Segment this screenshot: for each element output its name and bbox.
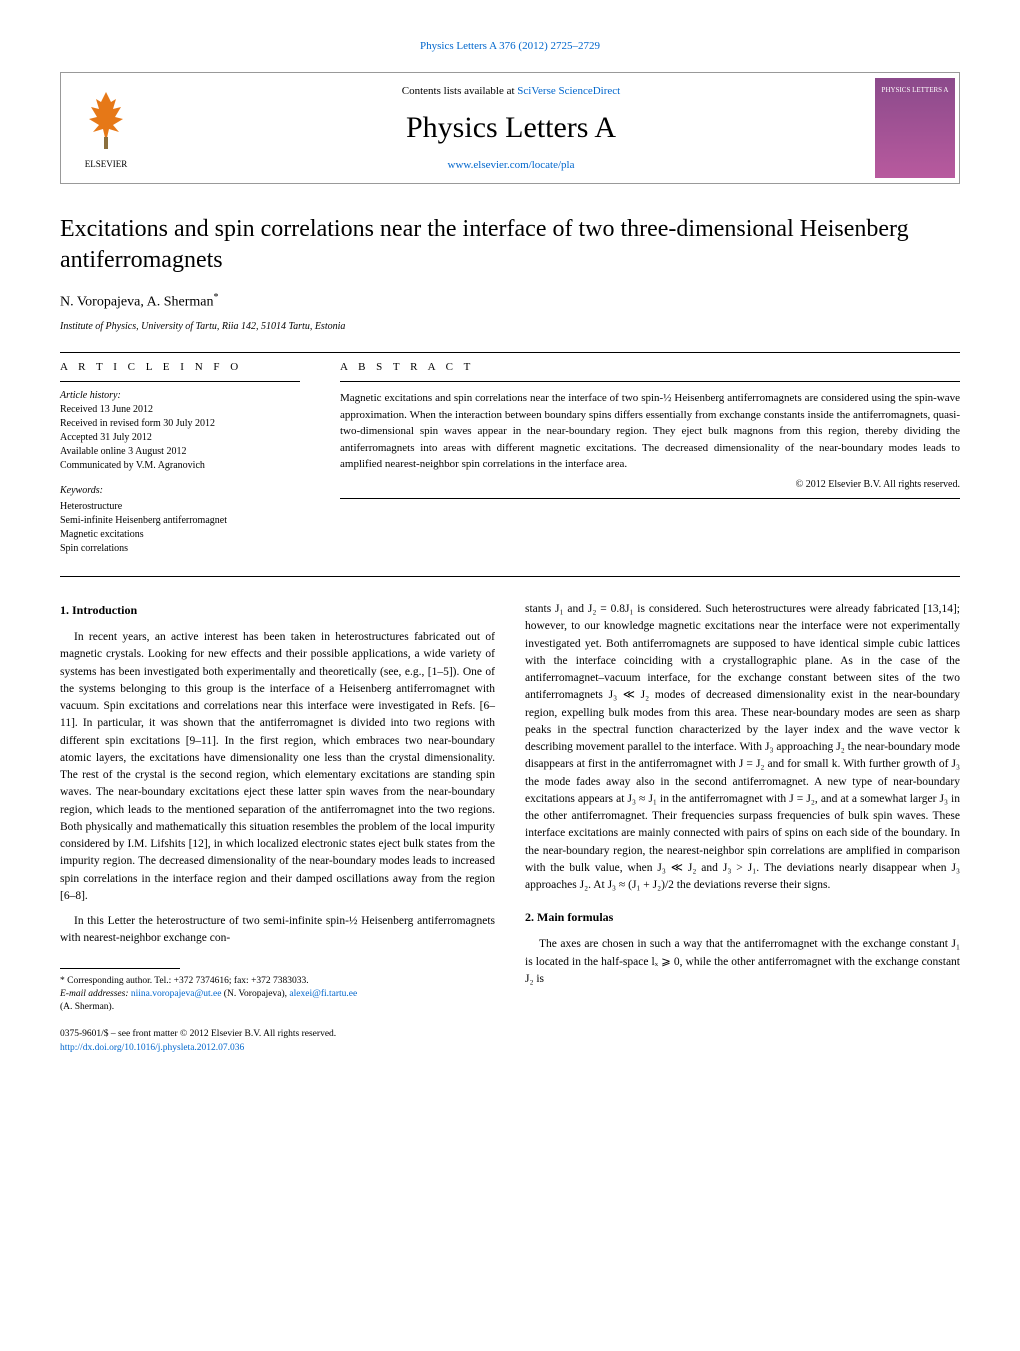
keywords-label: Keywords: (60, 485, 300, 496)
article-info: A R T I C L E I N F O Article history: R… (60, 361, 300, 556)
corresponding-marker: * (213, 292, 218, 303)
history-line: Available online 3 August 2012 (60, 445, 300, 459)
elsevier-logo: ELSEVIER (61, 78, 151, 178)
contents-prefix: Contents lists available at (402, 85, 517, 97)
abstract-section: A B S T R A C T Magnetic excitations and… (340, 361, 960, 556)
column-left: 1. Introduction In recent years, an acti… (60, 601, 495, 1055)
bottom-meta: 0375-9601/$ – see front matter © 2012 El… (60, 1028, 495, 1055)
divider-top (60, 352, 960, 353)
body-paragraph-continuation: stants J₁ and J₂ = 0.8J₁ is considered. … (525, 601, 960, 894)
issn-line: 0375-9601/$ – see front matter © 2012 El… (60, 1028, 495, 1041)
email-line: E-mail addresses: niina.voropajeva@ut.ee… (60, 988, 495, 1015)
abstract-text: Magnetic excitations and spin correlatio… (340, 390, 960, 473)
email-link-2[interactable]: alexei@fi.tartu.ee (289, 989, 357, 999)
keyword: Magnetic excitations (60, 528, 300, 542)
top-citation: Physics Letters A 376 (2012) 2725–2729 (60, 40, 960, 52)
history-line: Received 13 June 2012 (60, 403, 300, 417)
sciencedirect-link[interactable]: SciVerse ScienceDirect (517, 85, 620, 97)
abstract-heading: A B S T R A C T (340, 361, 960, 373)
top-citation-link[interactable]: Physics Letters A 376 (2012) 2725–2729 (420, 40, 600, 52)
email-name-2: (A. Sherman). (60, 1002, 114, 1012)
email-link-1[interactable]: niina.voropajeva@ut.ee (131, 989, 222, 999)
abstract-copyright: © 2012 Elsevier B.V. All rights reserved… (340, 479, 960, 490)
cover-label: PHYSICS LETTERS A (882, 86, 949, 94)
corresponding-note: * Corresponding author. Tel.: +372 73746… (60, 975, 495, 988)
history-label: Article history: (60, 390, 300, 401)
authors: N. Voropajeva, A. Sherman* (60, 292, 960, 311)
journal-url-link[interactable]: www.elsevier.com/locate/pla (448, 159, 575, 171)
body-paragraph: In recent years, an active interest has … (60, 629, 495, 905)
footnote-separator (60, 968, 180, 969)
info-heading: A R T I C L E I N F O (60, 361, 300, 373)
body-paragraph: In this Letter the heterostructure of tw… (60, 913, 495, 948)
keyword: Spin correlations (60, 542, 300, 556)
keyword: Heterostructure (60, 500, 300, 514)
elsevier-name: ELSEVIER (85, 159, 128, 169)
history-line: Received in revised form 30 July 2012 (60, 417, 300, 431)
body-columns: 1. Introduction In recent years, an acti… (60, 601, 960, 1055)
journal-cover-thumb: PHYSICS LETTERS A (875, 78, 955, 178)
abstract-divider-2 (340, 498, 960, 499)
section-1-heading: 1. Introduction (60, 601, 495, 619)
history-line: Accepted 31 July 2012 (60, 431, 300, 445)
history-line: Communicated by V.M. Agranovich (60, 459, 300, 473)
info-abstract-row: A R T I C L E I N F O Article history: R… (60, 361, 960, 556)
info-divider-1 (60, 381, 300, 382)
affiliation: Institute of Physics, University of Tart… (60, 321, 960, 332)
authors-names: N. Voropajeva, A. Sherman (60, 295, 213, 310)
email-name-1: (N. Voropajeva), (224, 989, 287, 999)
doi-link[interactable]: http://dx.doi.org/10.1016/j.physleta.201… (60, 1043, 244, 1053)
journal-header: ELSEVIER Contents lists available at Sci… (60, 72, 960, 184)
keywords-list: Heterostructure Semi-infinite Heisenberg… (60, 500, 300, 556)
header-center: Contents lists available at SciVerse Sci… (151, 73, 871, 183)
abstract-divider-1 (340, 381, 960, 382)
body-paragraph: The axes are chosen in such a way that t… (525, 936, 960, 988)
journal-link-wrap: www.elsevier.com/locate/pla (151, 159, 871, 171)
column-right: stants J₁ and J₂ = 0.8J₁ is considered. … (525, 601, 960, 1055)
email-label: E-mail addresses: (60, 989, 129, 999)
divider-mid (60, 576, 960, 577)
journal-name: Physics Letters A (151, 111, 871, 145)
section-2-heading: 2. Main formulas (525, 908, 960, 926)
footnotes: * Corresponding author. Tel.: +372 73746… (60, 975, 495, 1015)
keyword: Semi-infinite Heisenberg antiferromagnet (60, 514, 300, 528)
article-title: Excitations and spin correlations near t… (60, 214, 960, 276)
elsevier-tree-icon (71, 87, 141, 157)
contents-line: Contents lists available at SciVerse Sci… (151, 85, 871, 97)
